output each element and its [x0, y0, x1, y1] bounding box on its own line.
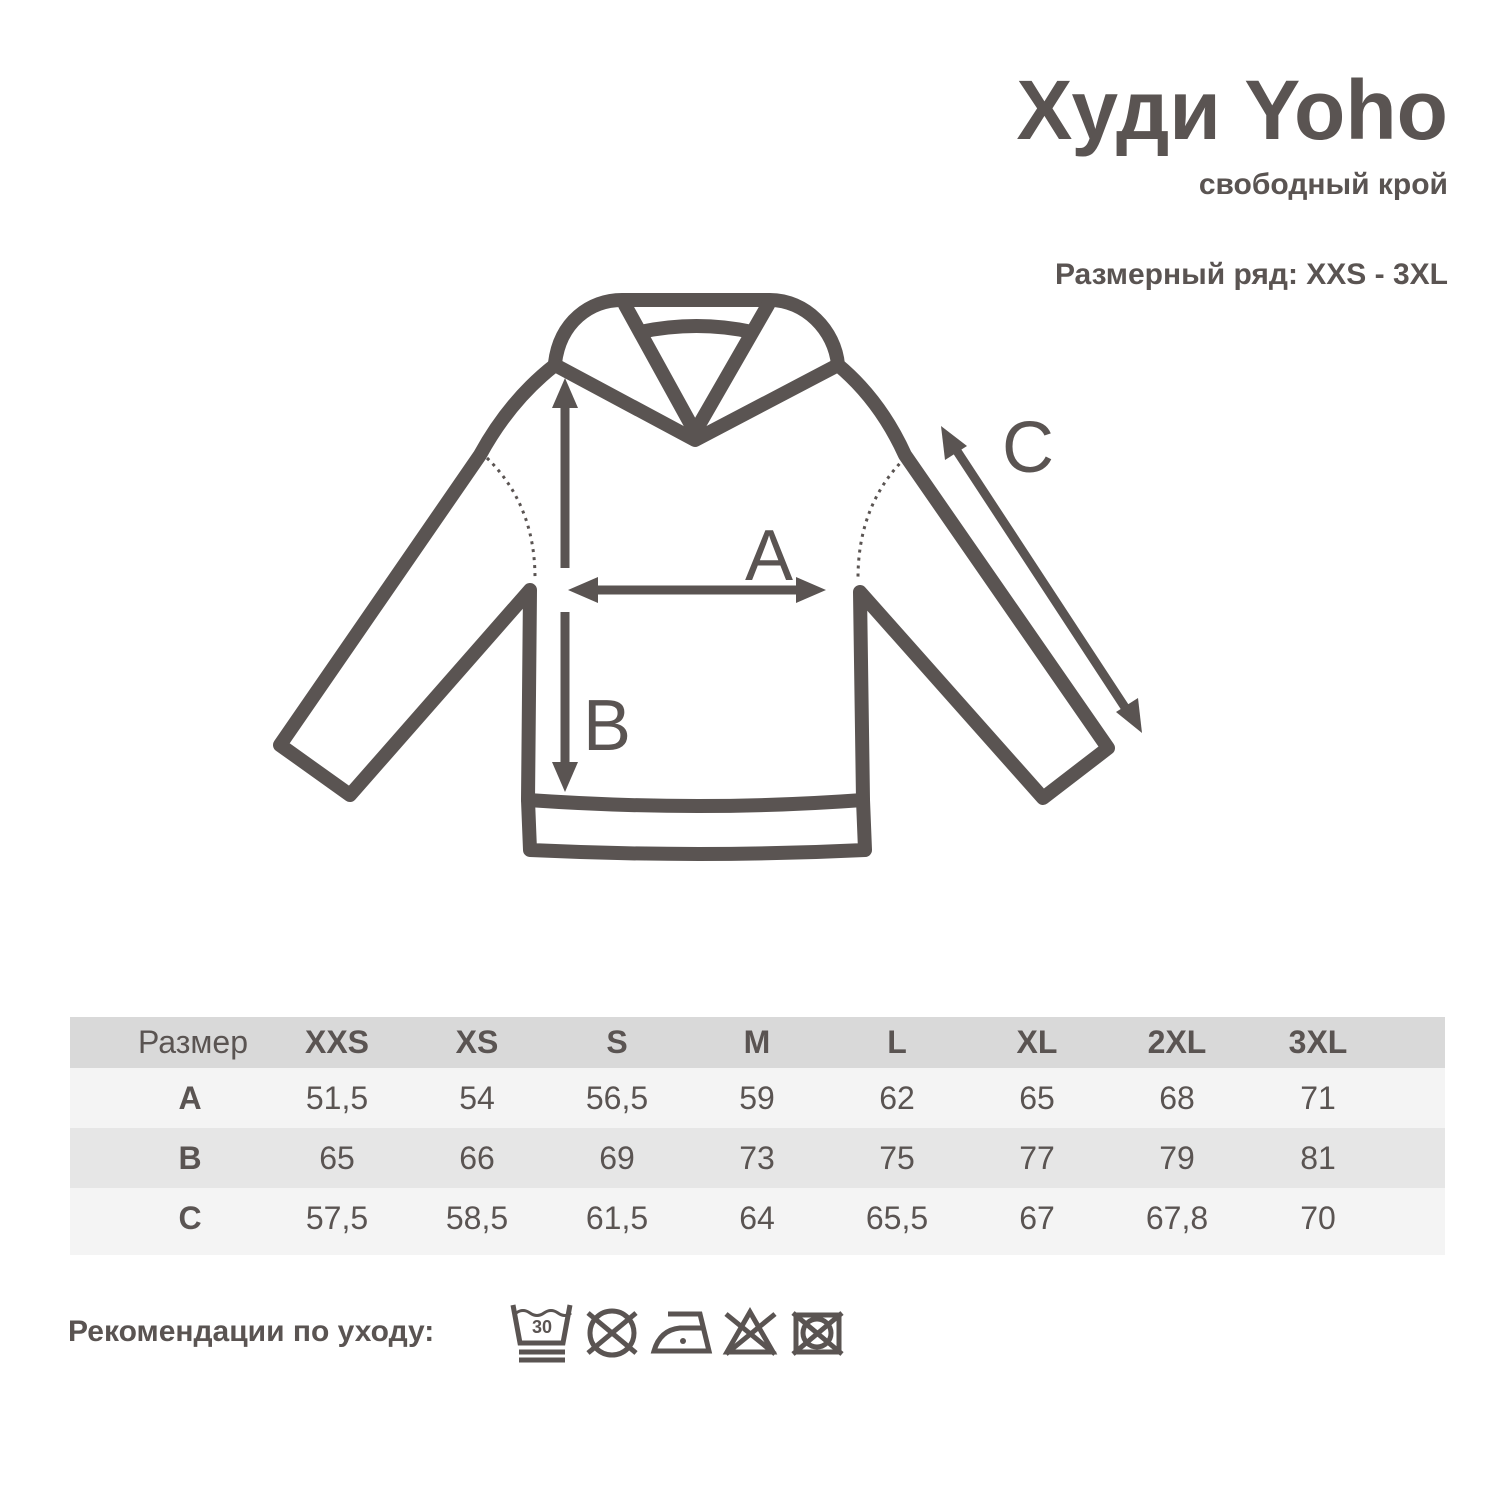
arrow-c-head-top [941, 426, 967, 460]
table-cell: 51,5 [305, 1079, 369, 1116]
table-cell: 65 [1019, 1079, 1055, 1116]
arrow-b-head-bottom [552, 762, 578, 792]
table-row: A 51,5 54 56,5 59 62 65 68 71 [70, 1068, 1445, 1128]
table-cell: 81 [1300, 1139, 1336, 1176]
arrow-a-head-right [796, 577, 826, 603]
size-table: Размер XXS XS S M L XL 2XL 3XL A 51,5 54… [70, 1017, 1445, 1255]
row-label: A [178, 1079, 202, 1116]
header-col: XXS [304, 1024, 370, 1060]
table-cell: 61,5 [585, 1200, 649, 1236]
armhole-right [856, 456, 907, 579]
table-row: B 65 66 69 73 75 77 79 81 [70, 1128, 1445, 1188]
product-title: Худи Yoho [1016, 63, 1448, 157]
arrow-b-head-top [552, 378, 578, 408]
table-cell: 54 [459, 1079, 495, 1116]
hoodie-hood-inner [618, 298, 775, 439]
hoodie-hood [548, 293, 845, 372]
hoodie-left-side [273, 358, 562, 807]
hoodie-diagram: A B C [273, 293, 1142, 861]
hoodie-right-side [831, 358, 1115, 807]
table-cell: 77 [1019, 1139, 1055, 1176]
table-cell: 57,5 [305, 1200, 369, 1236]
table-cell: 71 [1300, 1079, 1336, 1116]
header-col: XL [1016, 1024, 1058, 1060]
arrow-a-head-left [568, 577, 598, 603]
table-header: Размер XXS XS S M L XL 2XL 3XL [70, 1017, 1445, 1068]
table-row: C 57,5 58,5 61,5 64 65,5 67 67,8 70 [70, 1188, 1445, 1255]
label-b: B [583, 686, 631, 766]
table-cell: 69 [599, 1139, 635, 1176]
table-cell: 79 [1159, 1139, 1195, 1176]
care-label: Рекомендации по уходу: [68, 1315, 435, 1348]
header-size: Размер [138, 1024, 248, 1060]
product-subtitle: свободный крой [1198, 168, 1448, 201]
arrow-c-line [949, 442, 1134, 718]
header-col: 2XL [1147, 1024, 1207, 1060]
label-c: C [1002, 408, 1054, 488]
table-cell: 58,5 [445, 1200, 509, 1236]
table-cell: 65 [319, 1139, 355, 1176]
header-col: S [606, 1024, 628, 1060]
iron-low-icon [650, 1311, 713, 1354]
armhole-left [485, 456, 537, 579]
table-cell: 68 [1159, 1079, 1195, 1116]
row-label: B [178, 1139, 202, 1176]
wash-30-gentle-icon: 30 [510, 1304, 573, 1363]
header-col: 3XL [1288, 1024, 1348, 1060]
table-cell: 62 [879, 1079, 915, 1116]
table-cell: 67,8 [1145, 1200, 1209, 1236]
table-cell: 56,5 [585, 1079, 649, 1116]
table-cell: 70 [1300, 1200, 1336, 1236]
do-not-bleach-icon [722, 1306, 778, 1356]
arrow-c-head-bottom [1116, 698, 1142, 733]
size-range: Размерный ряд: XXS - 3XL [1054, 258, 1448, 291]
table-cell: 75 [879, 1139, 915, 1176]
header-col: XS [455, 1024, 499, 1060]
table-cell: 59 [739, 1079, 775, 1116]
hoodie-hem [521, 793, 872, 861]
label-a: A [745, 516, 793, 596]
table-cell: 66 [459, 1139, 495, 1176]
table-cell: 67 [1019, 1200, 1055, 1236]
hoodie-neckline [548, 358, 845, 447]
header-col: M [743, 1024, 771, 1060]
do-not-tumble-dry-icon [586, 1308, 638, 1358]
table-cell: 65,5 [865, 1200, 929, 1236]
do-not-dry-icon [791, 1311, 844, 1356]
table-cell: 73 [739, 1139, 775, 1176]
header-col: L [887, 1024, 907, 1060]
table-cell: 64 [739, 1200, 775, 1236]
row-label: C [178, 1200, 202, 1236]
svg-text:30: 30 [532, 1317, 552, 1337]
